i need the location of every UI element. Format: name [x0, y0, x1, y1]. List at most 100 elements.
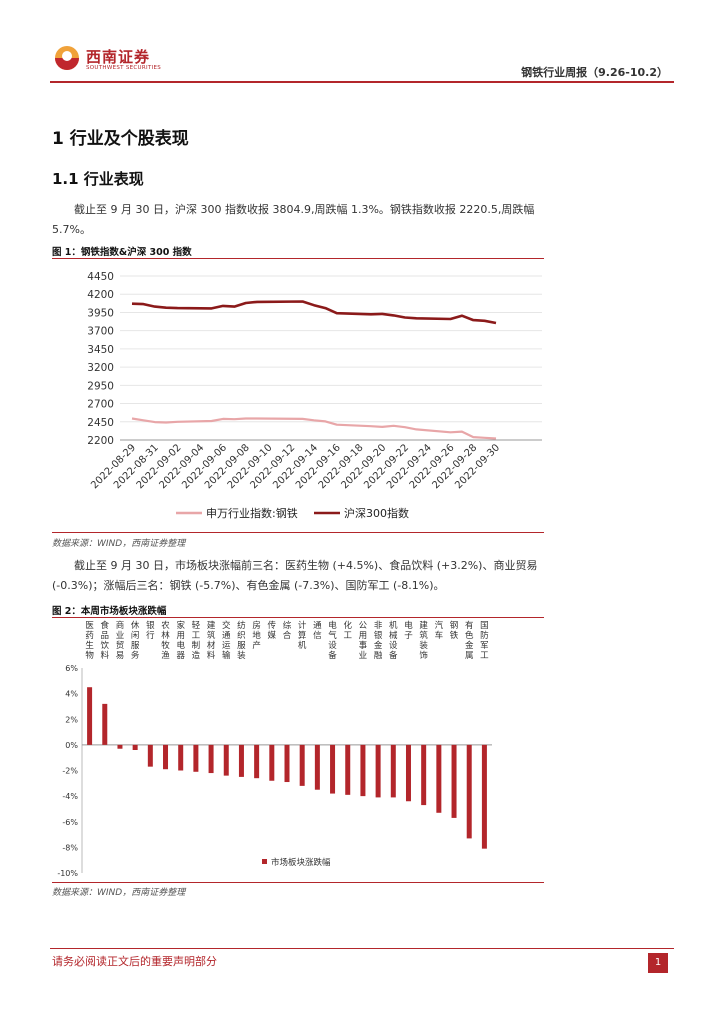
- chart1-legend-label: 申万行业指数:钢铁: [206, 506, 298, 520]
- chart2-bar: [178, 744, 184, 771]
- chart2-category-label: 钢铁: [450, 620, 459, 641]
- figure2-source: 数据来源：WIND，西南证券整理: [52, 888, 186, 898]
- chart2-bar: [254, 744, 260, 779]
- chart2-category-label: 家用电器: [176, 620, 185, 661]
- subsection-heading: 1.1 行业表现: [52, 170, 144, 188]
- chart1-ytick-label: 4450: [87, 271, 114, 283]
- chart2-bar: [405, 744, 411, 802]
- figure2-title: 图 2：本周市场板块涨跌幅: [52, 606, 167, 617]
- chart2-category-label: 休闲服务: [131, 620, 140, 661]
- chart2-bar: [451, 744, 457, 818]
- chart1-ytick-label: 3200: [87, 362, 114, 374]
- chart2-bar: [102, 703, 108, 745]
- figure1-line-chart: 4450 4200 3950 3700 3450 3200 2950 2700 2450 2200…: [87, 271, 542, 520]
- chart2-ytick-label: -2%: [62, 767, 78, 776]
- chart2-bar: [299, 744, 305, 786]
- chart1-ytick-label: 2200: [87, 435, 114, 447]
- chart2-category-label: 传媒: [268, 620, 277, 641]
- chart2-category-label: 非银金融: [374, 620, 383, 661]
- chart2-category-label: 公用事业: [359, 621, 368, 661]
- chart2-bar: [375, 744, 381, 798]
- chart2-category-label: 有色金属: [465, 620, 474, 661]
- chart2-ytick-label: 2%: [65, 715, 78, 724]
- chart2-bar: [117, 744, 123, 749]
- logo-icon: [55, 46, 79, 70]
- chart2-ytick-label: 6%: [65, 664, 78, 673]
- chart2-category-label: 银行: [146, 620, 155, 641]
- paragraph-index-summary: 截止至 9 月 30 日，沪深 300 指数收报 3804.9,周跌幅 1.3%…: [52, 203, 535, 236]
- page-number: 1: [648, 953, 668, 973]
- chart1-ytick-label: 3450: [87, 344, 114, 356]
- chart2-category-label: 电子: [404, 620, 413, 641]
- figure1-top-rule: [52, 258, 544, 259]
- chart2-bar: [390, 744, 396, 798]
- chart2-category-label: 通信: [313, 620, 322, 641]
- chart2-bar: [481, 744, 487, 849]
- chart2-bar: [436, 744, 442, 813]
- chart2-category-label: 国防军工: [480, 621, 489, 661]
- chart2-bar: [360, 744, 366, 797]
- chart2-bar: [345, 744, 351, 795]
- chart2-bar: [132, 744, 138, 750]
- paragraph-sector-summary: 截止至 9 月 30 日，市场板块涨幅前三名：医药生物 (+4.5%)、食品饮料…: [52, 559, 538, 592]
- chart2-ytick-label: -8%: [62, 843, 78, 852]
- footer-disclaimer: 请务必阅读正文后的重要声明部分: [52, 955, 217, 968]
- chart2-category-label: 建筑材料: [207, 620, 216, 661]
- chart2-bar: [284, 744, 290, 783]
- report-title: 钢铁行业周报（9.26-10.2）: [521, 66, 668, 79]
- header-divider: [50, 81, 674, 83]
- chart2-legend-swatch: [262, 859, 267, 864]
- section-heading: 1 行业及个股表现: [52, 129, 189, 149]
- chart2-bar: [87, 687, 93, 745]
- chart2-category-label: 农林牧渔: [161, 620, 170, 661]
- chart2-ytick-label: -6%: [62, 818, 78, 827]
- chart2-category-label: 电气设备: [328, 620, 337, 661]
- brand-name: 西南证券: [86, 48, 151, 66]
- chart2-category-label: 化工: [343, 620, 352, 641]
- chart2-bar: [238, 744, 244, 777]
- chart1-ytick-label: 3950: [87, 307, 114, 319]
- chart2-bar: [269, 744, 275, 781]
- chart2-category-label: 汽车: [435, 620, 444, 641]
- chart2-ytick-label: 4%: [65, 690, 78, 699]
- chart1-ytick-label: 2950: [87, 380, 114, 392]
- chart1-ytick-label: 2700: [87, 399, 114, 411]
- chart2-category-label: 机械设备: [389, 620, 398, 661]
- chart2-category-label: 商业贸易: [116, 620, 125, 661]
- chart2-ytick-label: 0%: [65, 741, 78, 750]
- chart1-series-line-2: [131, 300, 497, 325]
- chart1-ytick-label: 2450: [87, 417, 114, 429]
- figure1-title: 图 1：钢铁指数&沪深 300 指数: [52, 247, 192, 258]
- chart1-ytick-label: 4200: [87, 289, 114, 301]
- chart2-category-label: 轻工制造: [192, 620, 201, 661]
- chart2-category-label: 食品饮料: [101, 620, 110, 661]
- chart2-category-label: 综合: [283, 620, 292, 641]
- chart2-category-label: 医药生物: [85, 621, 94, 661]
- chart2-bar: [163, 744, 169, 770]
- chart2-legend-label: 市场板块涨跌幅: [271, 857, 331, 868]
- chart2-bar: [193, 744, 199, 772]
- chart2-bar: [208, 744, 214, 774]
- chart2-category-label: 房地产: [252, 620, 261, 651]
- chart2-bar: [330, 744, 336, 794]
- footer-divider: [50, 948, 674, 949]
- chart1-legend-label: 沪深300指数: [344, 506, 409, 520]
- figure2-top-rule: [52, 617, 544, 618]
- chart2-category-label: 建筑装饰: [419, 620, 428, 661]
- chart2-bar: [466, 744, 472, 839]
- chart1-series-line-1: [131, 417, 497, 440]
- chart2-bar: [223, 744, 229, 776]
- chart2-bar: [314, 744, 320, 790]
- chart2-category-label: 纺织服装: [237, 620, 246, 661]
- figure1-bottom-rule: [52, 532, 544, 533]
- brand-name-en: SOUTHWEST SECURITIES: [86, 65, 162, 71]
- figure2-bottom-rule: [52, 882, 544, 883]
- figure1-source: 数据来源：WIND，西南证券整理: [52, 539, 186, 549]
- chart2-ytick-label: -10%: [57, 869, 78, 878]
- chart2-category-label: 交通运输: [222, 620, 231, 661]
- chart2-bar: [421, 744, 427, 806]
- figure2-bar-chart: 6% 4% 2% 0% -2% -4% -6% -8% -10% 医药生物食品饮料商业贸易休闲服务…: [57, 620, 492, 878]
- chart2-category-label: 计算机: [298, 620, 307, 651]
- chart1-ytick-label: 3700: [87, 326, 114, 338]
- chart2-bar: [147, 744, 153, 767]
